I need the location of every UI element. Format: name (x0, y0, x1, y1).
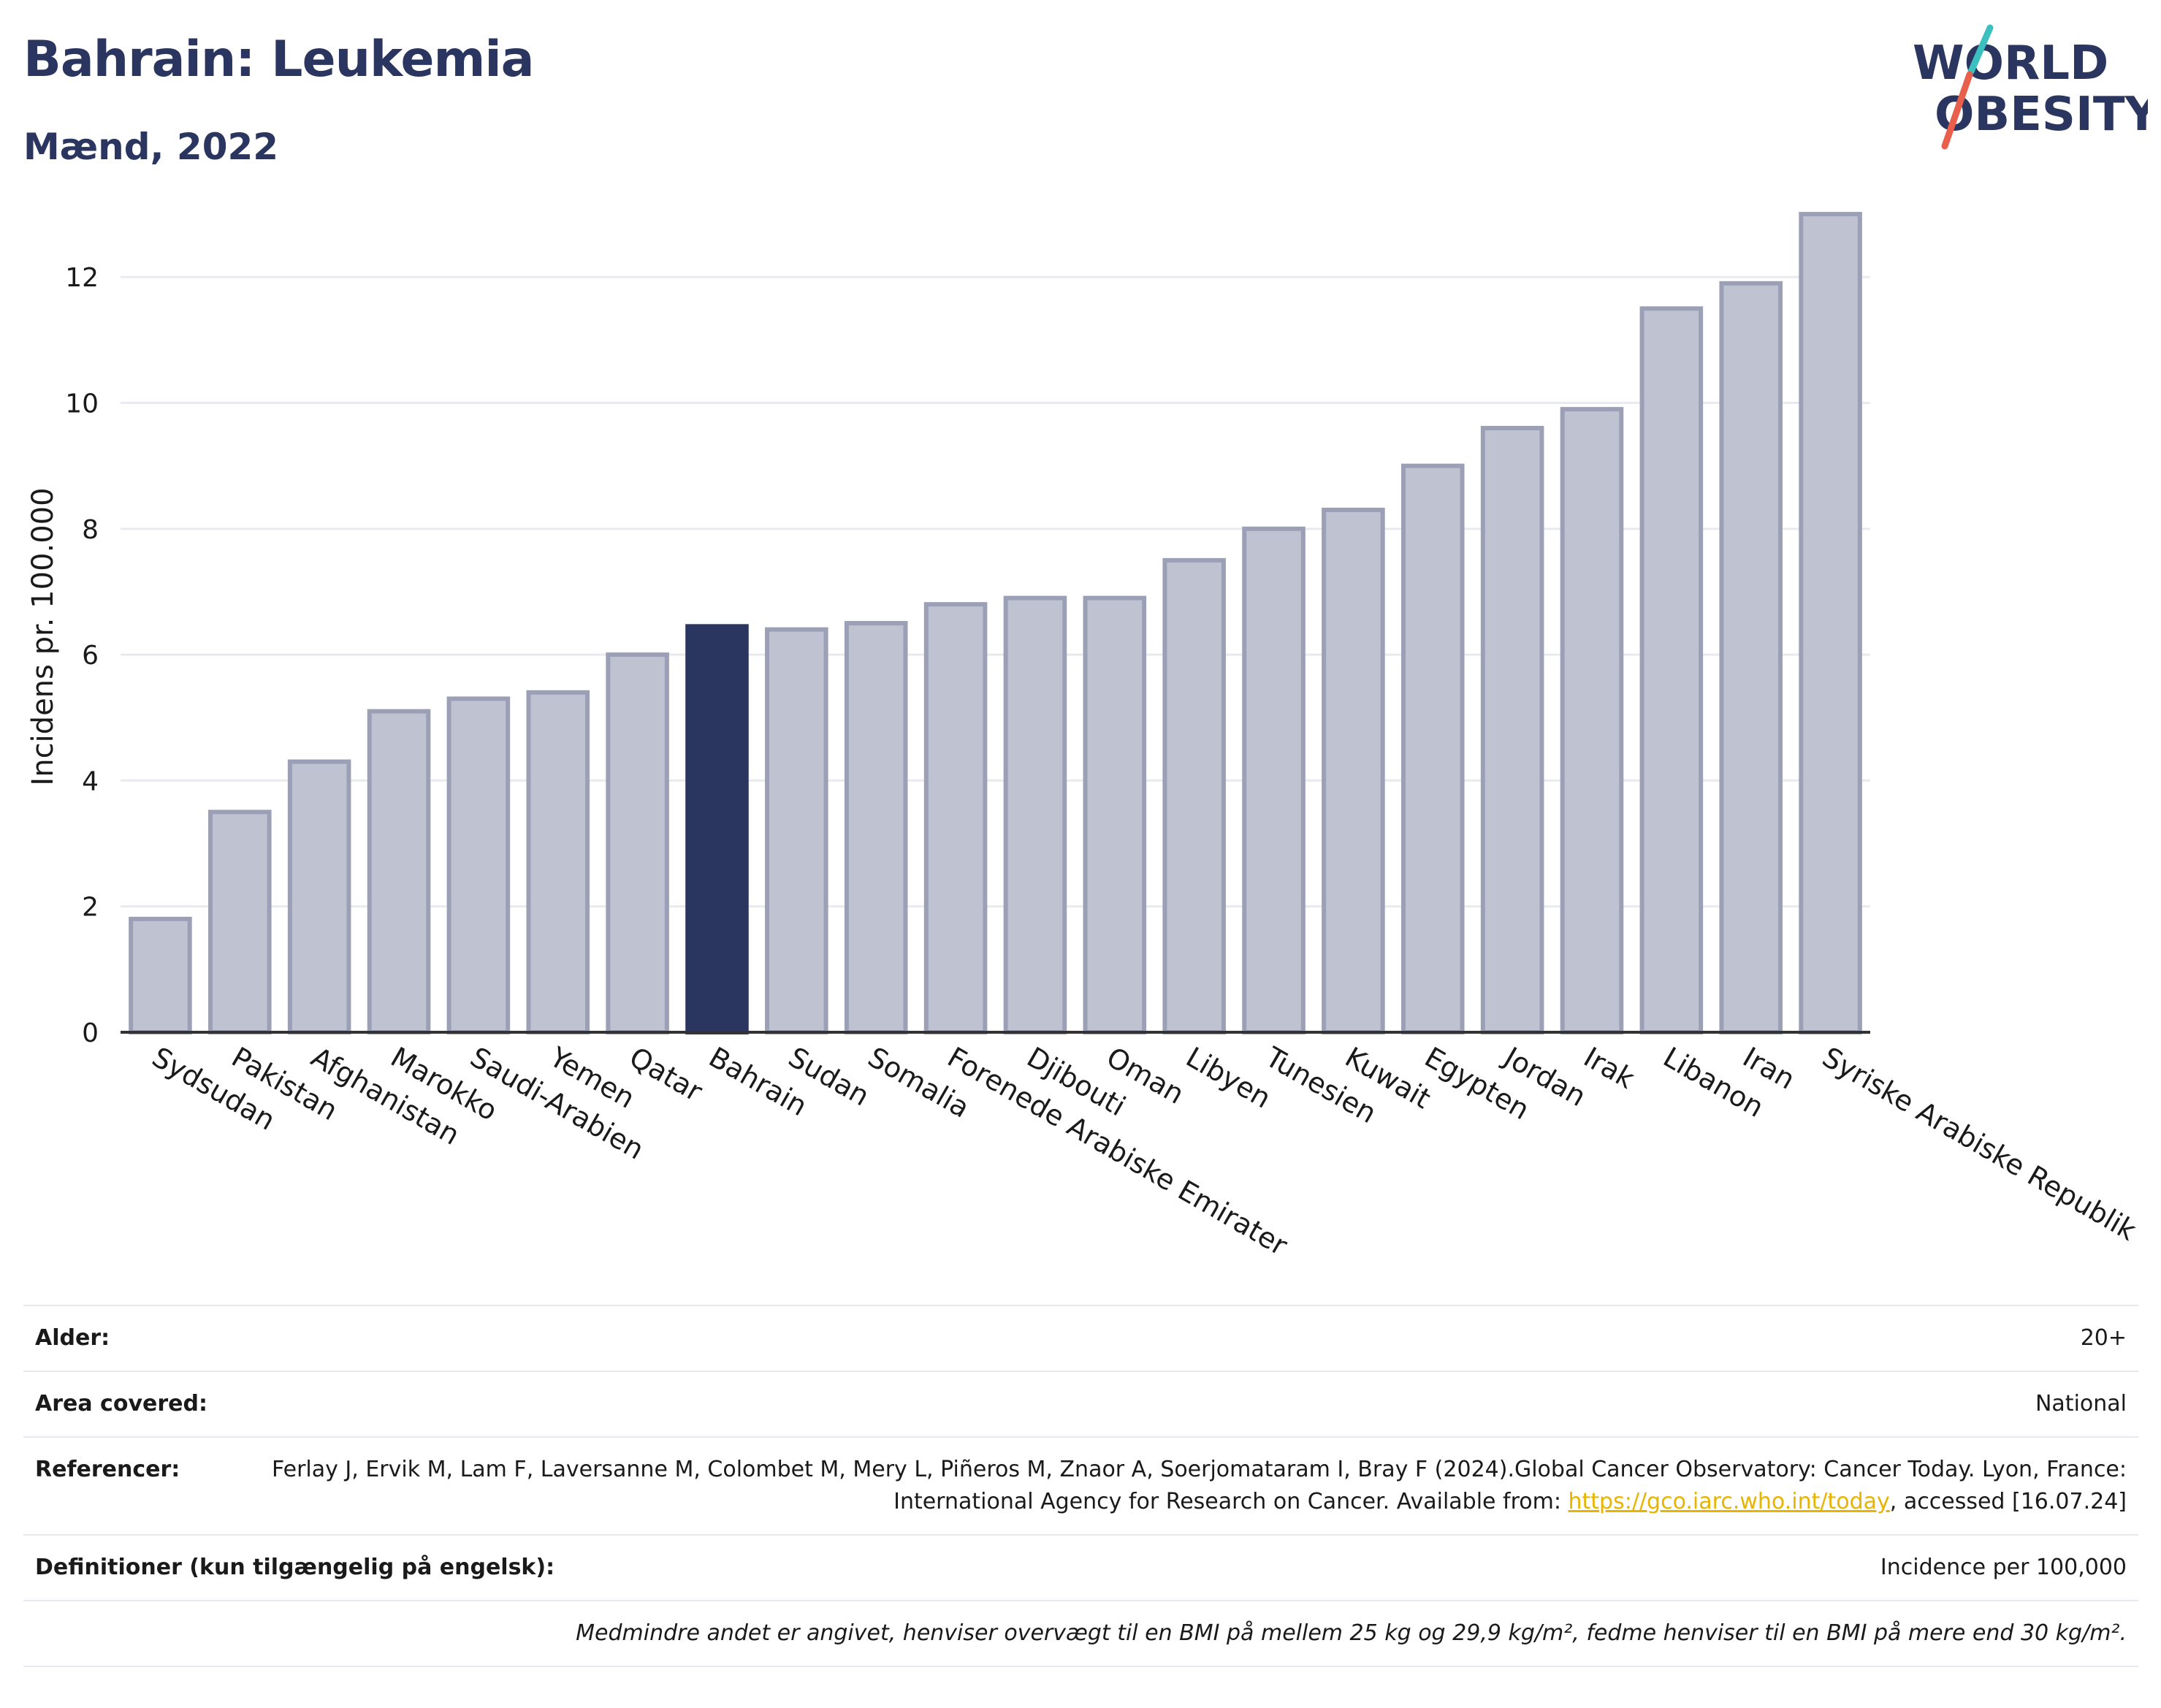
y-axis-title: Incidens pr. 100.000 (26, 487, 60, 785)
page-title: Bahrain: Leukemia (23, 31, 535, 88)
refs-label: Referencer: (35, 1457, 180, 1482)
bar (1083, 595, 1147, 1034)
meta-row-definitions: Definitioner (kun tilgængelig på engelsk… (23, 1534, 2138, 1600)
bar (367, 709, 431, 1035)
bar (1003, 595, 1067, 1034)
age-value: 20+ (2080, 1325, 2127, 1351)
bar (765, 627, 828, 1034)
area-label: Area covered: (35, 1391, 207, 1417)
refs-text-2: , accessed [16.07.24] (1889, 1489, 2127, 1514)
bar (1560, 407, 1624, 1034)
refs-value: Ferlay J, Ervik M, Lam F, Laversanne M, … (180, 1454, 2127, 1518)
bar-highlight (685, 624, 749, 1034)
age-label: Alder: (35, 1325, 110, 1351)
bar (1400, 463, 1465, 1034)
logo-line1: WORLD (1913, 37, 2108, 91)
world-obesity-logo: WORLD OBESITY (1913, 24, 2148, 150)
logo-slash-bottom (1941, 71, 1973, 150)
y-tick-label: 8 (82, 515, 99, 545)
meta-row-references: Referencer: Ferlay J, Ervik M, Lam F, La… (23, 1436, 2138, 1534)
bar (446, 696, 511, 1034)
x-tick-labels: SydsudanPakistanAfghanistanMarokkoSaudi-… (147, 1040, 2142, 1262)
bar (526, 690, 590, 1034)
bar (1719, 281, 1783, 1034)
bar (287, 759, 351, 1035)
bar (606, 652, 669, 1034)
bar (129, 916, 192, 1035)
y-tick-label: 2 (82, 893, 99, 923)
bar (1799, 212, 1862, 1034)
y-tick-label: 10 (65, 389, 99, 419)
bar (1162, 557, 1226, 1034)
x-tick-label: Qatar (624, 1041, 708, 1108)
x-tick-label: Libyen (1181, 1041, 1276, 1115)
footnote: Medmindre andet er angivet, henviser ove… (576, 1620, 2127, 1646)
page-subtitle: Mænd, 2022 (23, 126, 279, 168)
meta-row-age: Alder: 20+ (23, 1305, 2138, 1370)
x-tick-label: Syriske Arabiske Republik (1817, 1041, 2141, 1247)
defs-value: Incidence per 100,000 (1880, 1555, 2127, 1580)
bar-chart: 0 2 4 6 8 10 12 SydsudanPakistanAfghanistanMar… (26, 212, 2142, 1262)
meta-row-note: Medmindre andet er angivet, henviser ove… (23, 1600, 2138, 1667)
logo-slash-top (1967, 24, 1994, 75)
y-tick-label: 6 (82, 641, 99, 671)
bar (1480, 425, 1544, 1034)
bar (844, 621, 908, 1034)
bar (1322, 507, 1385, 1034)
y-tick-labels: 0 2 4 6 8 10 12 (65, 263, 99, 1048)
logo-line2: OBESITY (1935, 88, 2148, 142)
meta-row-area: Area covered: National (23, 1370, 2138, 1436)
bar (1639, 306, 1704, 1034)
y-tick-label: 4 (82, 766, 99, 796)
bar (923, 602, 988, 1034)
bar (1242, 526, 1306, 1034)
y-tick-label: 0 (82, 1018, 99, 1048)
bar (208, 809, 272, 1034)
refs-text-1: Ferlay J, Ervik M, Lam F, Laversanne M, … (272, 1457, 2127, 1514)
defs-label: Definitioner (kun tilgængelig på engelsk… (35, 1555, 555, 1580)
y-tick-label: 12 (65, 263, 99, 293)
area-value: National (2035, 1391, 2127, 1417)
reference-link[interactable]: https://gco.iarc.who.int/today (1568, 1489, 1890, 1514)
metadata-table: Alder: 20+ Area covered: National Refere… (23, 1305, 2138, 1667)
bars (129, 212, 1862, 1035)
